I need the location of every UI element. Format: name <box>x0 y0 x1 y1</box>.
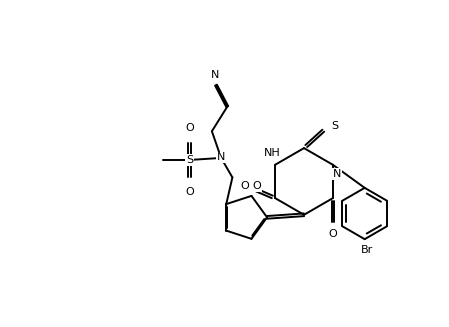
Text: NH: NH <box>264 148 281 159</box>
Text: S: S <box>186 155 193 165</box>
Text: O: O <box>252 181 261 191</box>
Text: N: N <box>211 70 219 80</box>
Text: O: O <box>185 187 194 197</box>
Text: Br: Br <box>361 246 374 255</box>
Text: N: N <box>333 169 341 179</box>
Text: O: O <box>240 181 249 191</box>
Text: O: O <box>185 123 194 133</box>
Text: N: N <box>217 152 225 163</box>
Text: S: S <box>331 121 339 131</box>
Text: O: O <box>329 229 337 239</box>
